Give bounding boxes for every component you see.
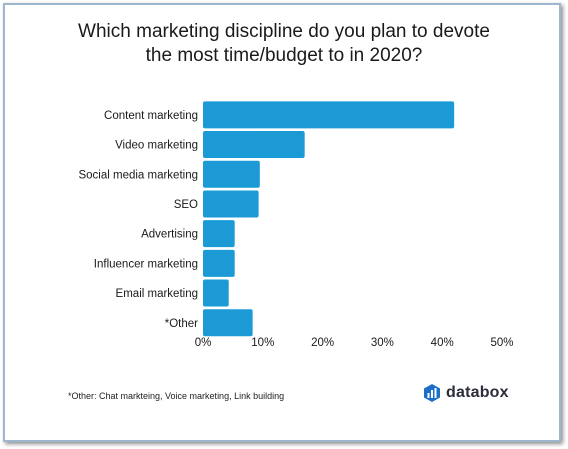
databox-logo: databox xyxy=(424,384,509,402)
category-label: SEO xyxy=(174,199,198,211)
bar xyxy=(203,249,235,277)
x-tick-label: 20% xyxy=(311,337,334,349)
chart-title-line-2: the most time/budget to in 2020? xyxy=(145,45,423,66)
x-tick-label: 0% xyxy=(195,337,212,349)
bar xyxy=(203,220,235,248)
bar xyxy=(203,101,455,129)
x-tick-label: 40% xyxy=(431,337,454,349)
bar xyxy=(203,279,229,307)
chart-title-line-1: Which marketing discipline do you plan t… xyxy=(78,21,490,42)
chart-frame xyxy=(3,3,561,442)
bar xyxy=(203,190,259,218)
footnote: *Other: Chat markteing, Voice marketing,… xyxy=(68,391,285,401)
bar xyxy=(203,309,253,337)
bar xyxy=(203,160,260,188)
category-label: Social media marketing xyxy=(78,169,198,181)
category-label: Influencer marketing xyxy=(94,258,198,270)
bar xyxy=(203,131,305,159)
databox-logo-icon xyxy=(424,384,440,402)
category-label: Advertising xyxy=(141,229,198,241)
category-label: Video marketing xyxy=(115,140,198,152)
category-label: Content marketing xyxy=(104,110,198,122)
category-label: Email marketing xyxy=(116,288,198,300)
x-tick-label: 10% xyxy=(251,337,274,349)
category-label: *Other xyxy=(165,318,198,330)
x-tick-label: 30% xyxy=(371,337,394,349)
chart-title: Which marketing discipline do you plan t… xyxy=(0,20,568,68)
x-tick-label: 50% xyxy=(490,337,513,349)
databox-logo-text: databox xyxy=(446,384,509,401)
